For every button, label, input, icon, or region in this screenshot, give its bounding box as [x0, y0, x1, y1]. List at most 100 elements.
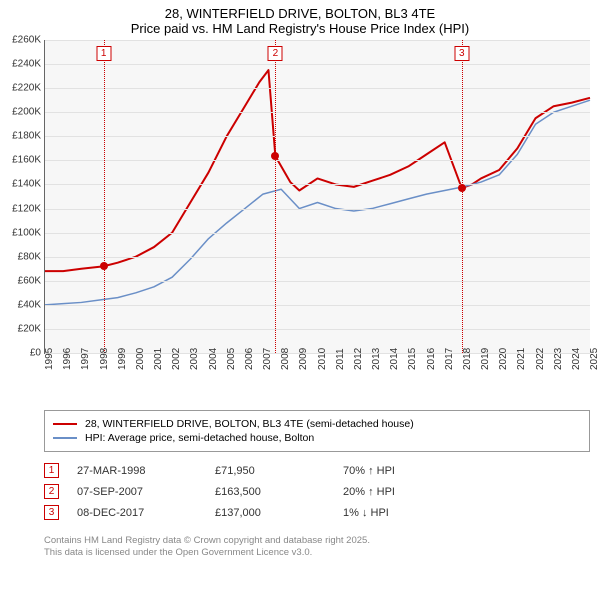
x-axis-label: 2004 [208, 348, 219, 370]
sales-pct: 20% ↑ HPI [343, 486, 395, 498]
sales-badge: 2 [44, 484, 59, 499]
x-axis-label: 2007 [262, 348, 273, 370]
gridline [45, 136, 590, 137]
gridline [45, 281, 590, 282]
sales-price: £163,500 [215, 486, 325, 498]
y-axis-label: £180K [12, 131, 41, 142]
x-axis-label: 1997 [80, 348, 91, 370]
sale-marker [458, 184, 466, 192]
gridline [45, 329, 590, 330]
sales-pct: 70% ↑ HPI [343, 465, 395, 477]
x-axis-label: 2023 [553, 348, 564, 370]
x-axis-label: 2025 [589, 348, 600, 370]
y-axis-label: £60K [18, 275, 41, 286]
x-axis-label: 2014 [389, 348, 400, 370]
legend-row: 28, WINTERFIELD DRIVE, BOLTON, BL3 4TE (… [53, 417, 581, 431]
legend-label: 28, WINTERFIELD DRIVE, BOLTON, BL3 4TE (… [85, 418, 414, 430]
legend-label: HPI: Average price, semi-detached house,… [85, 432, 314, 444]
sales-table: 1 27-MAR-1998 £71,950 70% ↑ HPI 2 07-SEP-2007… [44, 460, 590, 523]
x-axis-label: 2006 [244, 348, 255, 370]
gridline [45, 209, 590, 210]
gridline [45, 233, 590, 234]
series-line-price_paid [45, 70, 590, 271]
gridline [45, 257, 590, 258]
sales-price: £71,950 [215, 465, 325, 477]
x-axis-label: 2012 [353, 348, 364, 370]
x-axis-label: 1999 [117, 348, 128, 370]
sales-row: 2 07-SEP-2007 £163,500 20% ↑ HPI [44, 481, 590, 502]
y-axis-label: £80K [18, 251, 41, 262]
event-line [462, 40, 463, 353]
sales-date: 08-DEC-2017 [77, 507, 197, 519]
y-axis-label: £0 [30, 348, 41, 359]
plot-area: £0£20K£40K£60K£80K£100K£120K£140K£160K£1… [44, 40, 590, 354]
x-axis-label: 2002 [171, 348, 182, 370]
x-axis-label: 2015 [407, 348, 418, 370]
sale-marker [271, 152, 279, 160]
x-axis-label: 2008 [280, 348, 291, 370]
x-axis-label: 1996 [62, 348, 73, 370]
x-axis-label: 1998 [99, 348, 110, 370]
x-axis-label: 1995 [44, 348, 55, 370]
y-axis-label: £200K [12, 107, 41, 118]
x-axis-label: 2005 [226, 348, 237, 370]
sales-date: 07-SEP-2007 [77, 486, 197, 498]
sales-pct: 1% ↓ HPI [343, 507, 389, 519]
title-subtitle: Price paid vs. HM Land Registry's House … [0, 21, 600, 36]
title-block: 28, WINTERFIELD DRIVE, BOLTON, BL3 4TE P… [0, 0, 600, 40]
event-badge: 2 [268, 46, 283, 61]
sales-badge: 1 [44, 463, 59, 478]
x-axis-label: 2013 [371, 348, 382, 370]
x-axis-label: 2024 [571, 348, 582, 370]
legend-swatch [53, 437, 77, 439]
gridline [45, 305, 590, 306]
legend-row: HPI: Average price, semi-detached house,… [53, 431, 581, 445]
gridline [45, 64, 590, 65]
gridline [45, 160, 590, 161]
y-axis-label: £160K [12, 155, 41, 166]
x-axis-label: 2016 [426, 348, 437, 370]
gridline [45, 40, 590, 41]
x-axis-label: 2009 [298, 348, 309, 370]
x-axis-label: 2017 [444, 348, 455, 370]
x-axis-label: 2003 [189, 348, 200, 370]
y-axis-label: £220K [12, 83, 41, 94]
gridline [45, 88, 590, 89]
legend: 28, WINTERFIELD DRIVE, BOLTON, BL3 4TE (… [44, 410, 590, 452]
title-address: 28, WINTERFIELD DRIVE, BOLTON, BL3 4TE [0, 6, 600, 21]
gridline [45, 184, 590, 185]
attribution-line1: Contains HM Land Registry data © Crown c… [44, 535, 590, 547]
attribution-line2: This data is licensed under the Open Gov… [44, 547, 590, 559]
chart-container: 28, WINTERFIELD DRIVE, BOLTON, BL3 4TE P… [0, 0, 600, 590]
chart-area: £0£20K£40K£60K£80K£100K£120K£140K£160K£1… [44, 40, 590, 380]
sales-price: £137,000 [215, 507, 325, 519]
legend-swatch [53, 423, 77, 425]
x-axis-label: 2019 [480, 348, 491, 370]
attribution: Contains HM Land Registry data © Crown c… [44, 535, 590, 560]
sales-row: 3 08-DEC-2017 £137,000 1% ↓ HPI [44, 502, 590, 523]
x-axis-label: 2022 [535, 348, 546, 370]
y-axis-label: £20K [18, 323, 41, 334]
x-axis-labels: 1995199619971998199920002001200220032004… [44, 354, 590, 380]
chart-svg [45, 40, 590, 353]
sales-badge: 3 [44, 505, 59, 520]
x-axis-label: 2000 [135, 348, 146, 370]
series-line-hpi [45, 100, 590, 305]
x-axis-label: 2001 [153, 348, 164, 370]
event-line [104, 40, 105, 353]
x-axis-label: 2011 [335, 348, 346, 370]
x-axis-label: 2010 [317, 348, 328, 370]
x-axis-label: 2021 [516, 348, 527, 370]
gridline [45, 112, 590, 113]
y-axis-label: £140K [12, 179, 41, 190]
sales-date: 27-MAR-1998 [77, 465, 197, 477]
y-axis-label: £120K [12, 203, 41, 214]
y-axis-label: £100K [12, 227, 41, 238]
event-badge: 3 [454, 46, 469, 61]
sales-row: 1 27-MAR-1998 £71,950 70% ↑ HPI [44, 460, 590, 481]
y-axis-label: £240K [12, 59, 41, 70]
x-axis-label: 2020 [498, 348, 509, 370]
event-line [275, 40, 276, 353]
sale-marker [100, 262, 108, 270]
y-axis-label: £260K [12, 35, 41, 46]
